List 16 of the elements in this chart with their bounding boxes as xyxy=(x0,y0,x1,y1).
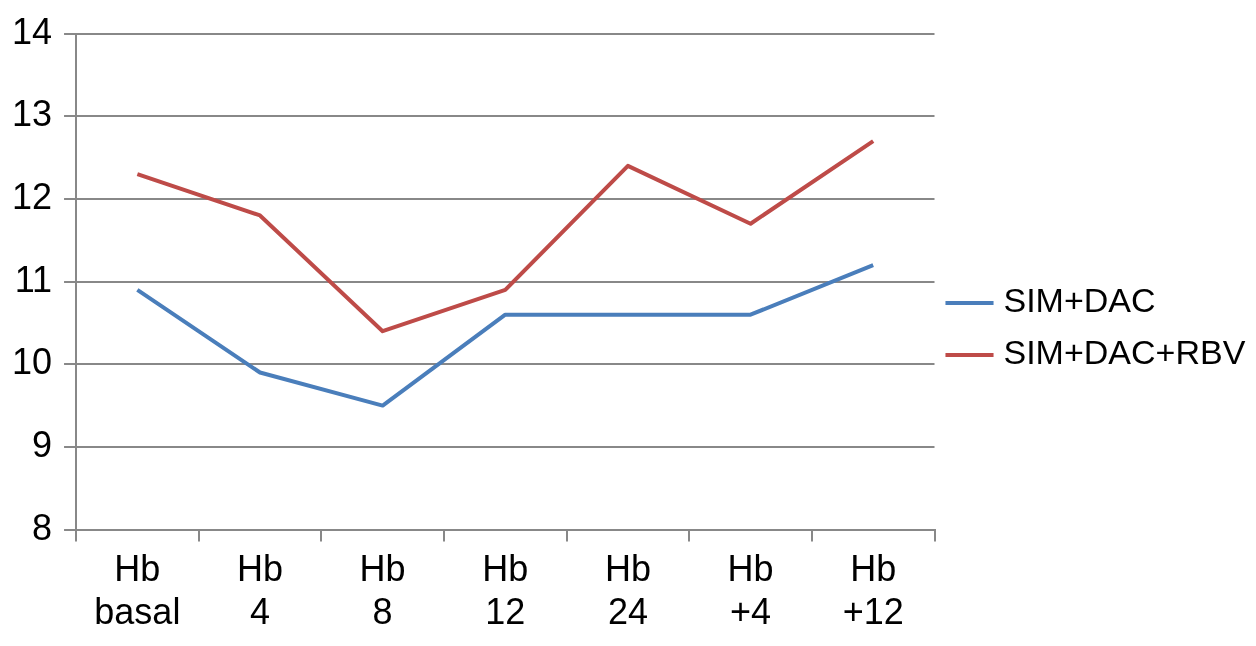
legend-label: SIM+DAC+RBV xyxy=(1003,333,1246,372)
y-tick-label: 13 xyxy=(12,93,53,135)
y-tick-label: 11 xyxy=(14,258,53,300)
y-tick-label: 9 xyxy=(32,423,53,465)
y-tick-label: 14 xyxy=(12,10,53,52)
y-tick-label: 10 xyxy=(12,341,53,383)
x-tick-label: Hb +4 xyxy=(727,548,774,633)
x-tick-label: Hb 24 xyxy=(604,548,651,633)
x-tick-label: Hb basal xyxy=(94,548,181,633)
x-tick-label: Hb +12 xyxy=(842,548,904,633)
legend-label: SIM+DAC xyxy=(1003,281,1156,320)
x-tick-label: Hb 4 xyxy=(236,548,284,633)
x-tick-label: Hb 12 xyxy=(482,548,529,633)
x-tick-label: Hb 8 xyxy=(359,548,406,633)
y-tick-label: 12 xyxy=(12,175,53,217)
y-tick-label: 8 xyxy=(32,506,53,548)
